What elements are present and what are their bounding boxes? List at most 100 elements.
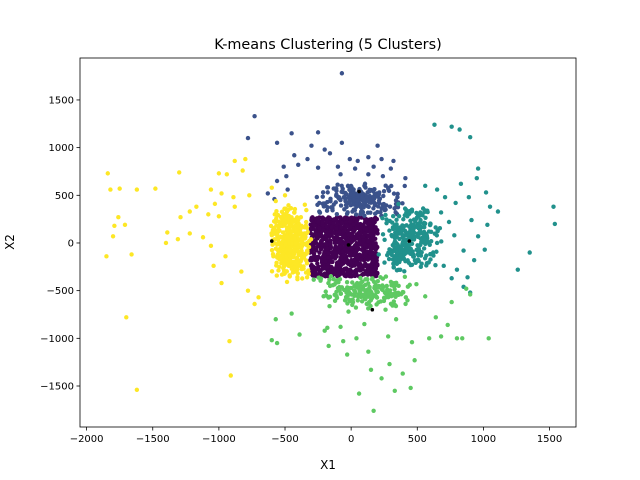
cluster-1-point bbox=[310, 245, 316, 251]
cluster-4-point bbox=[464, 286, 469, 291]
cluster-4-point bbox=[338, 291, 344, 296]
cluster-1-point bbox=[339, 224, 344, 230]
cluster-3-point bbox=[485, 222, 490, 228]
cluster-5-point bbox=[286, 263, 291, 269]
cluster-3-point bbox=[458, 181, 464, 187]
cluster-5-point bbox=[252, 301, 257, 307]
cluster-1-point bbox=[328, 238, 333, 243]
cluster-2-point bbox=[265, 191, 271, 196]
cluster-3-point bbox=[406, 260, 412, 266]
cluster-1-point bbox=[359, 222, 364, 228]
cluster-5-point bbox=[274, 208, 279, 214]
cluster-4-point bbox=[273, 317, 278, 322]
cluster-4-point bbox=[467, 292, 473, 297]
cluster-1-point bbox=[324, 229, 329, 234]
cluster-3-point bbox=[387, 218, 393, 224]
cluster-3-point bbox=[424, 263, 429, 268]
cluster-1-point bbox=[344, 248, 350, 253]
cluster-2-point bbox=[325, 185, 330, 190]
cluster-4-point bbox=[318, 278, 323, 283]
cluster-4-point bbox=[383, 307, 388, 312]
cluster-4-point bbox=[460, 336, 465, 341]
x-axis: −2000 −1500 −1000 −500 0 500 1000 1500 bbox=[70, 427, 562, 445]
cluster-4-point bbox=[390, 303, 395, 308]
cluster-2-point bbox=[343, 202, 349, 208]
cluster-4-point bbox=[400, 371, 405, 376]
cluster-4-point bbox=[366, 291, 371, 296]
cluster-2-point bbox=[371, 195, 376, 201]
cluster-4-point bbox=[368, 303, 373, 309]
cluster-3-point bbox=[402, 213, 408, 218]
cluster-2-point bbox=[402, 183, 407, 189]
cluster-3-point bbox=[383, 212, 388, 218]
cluster-4-point bbox=[486, 336, 491, 341]
cluster-3-point bbox=[401, 217, 406, 222]
cluster-5-point bbox=[275, 229, 281, 235]
cluster-3-point bbox=[422, 256, 428, 261]
cluster-2-point bbox=[362, 213, 367, 218]
cluster-5-point bbox=[108, 187, 113, 192]
cluster-3-point bbox=[449, 276, 454, 281]
cluster-3-point bbox=[399, 226, 405, 231]
cluster-3-point bbox=[421, 220, 427, 226]
cluster-5-point bbox=[279, 252, 285, 258]
cluster-2-point bbox=[339, 140, 345, 146]
cluster-1-point bbox=[337, 239, 343, 245]
cluster-2-point bbox=[366, 204, 371, 210]
cluster-4-point bbox=[394, 280, 399, 286]
cluster-1-point bbox=[338, 229, 343, 235]
cluster-4-point bbox=[351, 288, 357, 293]
cluster-1-point bbox=[320, 219, 325, 225]
cluster-1-point bbox=[329, 224, 334, 230]
cluster-3-point bbox=[435, 229, 440, 234]
cluster-1-point bbox=[313, 238, 318, 243]
cluster-1-point bbox=[352, 273, 358, 279]
cluster-1-point bbox=[375, 231, 380, 236]
cluster-3-point bbox=[438, 210, 444, 215]
cluster-3-point bbox=[437, 226, 443, 231]
cluster-3-point bbox=[376, 252, 381, 257]
cluster-2-point bbox=[348, 187, 354, 192]
cluster-5-point bbox=[288, 223, 293, 228]
cluster-3-point bbox=[404, 207, 409, 213]
cluster-2-point bbox=[403, 175, 408, 181]
cluster-4-point bbox=[392, 388, 397, 393]
cluster-5-point bbox=[194, 204, 199, 209]
cluster-5-point bbox=[187, 209, 192, 214]
cluster-1-point bbox=[310, 257, 316, 262]
cluster-2-point bbox=[388, 166, 394, 171]
cluster-3-point bbox=[413, 234, 418, 239]
cluster-1-point bbox=[330, 259, 335, 265]
y-tick-label: −1500 bbox=[40, 382, 74, 393]
cluster-3-point bbox=[552, 221, 558, 227]
cluster-2-point bbox=[339, 189, 344, 194]
cluster-4-point bbox=[331, 277, 336, 282]
cluster-3-point bbox=[399, 244, 404, 249]
cluster-3-point bbox=[475, 234, 481, 239]
cluster-1-point bbox=[309, 263, 314, 269]
cluster-2-point bbox=[315, 130, 321, 135]
cluster-2-point bbox=[325, 190, 330, 195]
cluster-1-point bbox=[343, 259, 348, 264]
cluster-5-point bbox=[279, 243, 284, 249]
cluster-5-point bbox=[247, 193, 252, 198]
cluster-2-point bbox=[392, 206, 397, 211]
cluster-2-point bbox=[342, 207, 347, 212]
cluster-3-point bbox=[398, 267, 403, 273]
x-tick-label: −1500 bbox=[136, 434, 170, 445]
cluster-5-point bbox=[232, 204, 237, 209]
cluster-5-point bbox=[271, 231, 276, 237]
cluster-5-point bbox=[269, 185, 274, 190]
cluster-3-point bbox=[465, 275, 470, 280]
cluster-3-point bbox=[396, 213, 402, 219]
cluster-5-point bbox=[269, 269, 275, 274]
cluster-5-point bbox=[270, 227, 276, 233]
cluster-3-point bbox=[434, 187, 440, 192]
cluster-2-point bbox=[292, 153, 297, 158]
cluster-3-point bbox=[432, 122, 437, 127]
cluster-1-point bbox=[354, 267, 360, 272]
cluster-4-point bbox=[408, 385, 413, 391]
cluster-2-point bbox=[347, 156, 353, 162]
cluster-3-point bbox=[418, 217, 423, 223]
cluster-4-point bbox=[325, 325, 330, 331]
